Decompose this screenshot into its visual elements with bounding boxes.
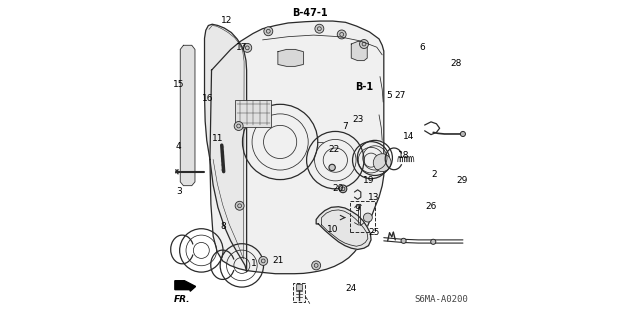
Text: 7: 7 (342, 122, 348, 130)
Text: FR.: FR. (173, 295, 190, 304)
Circle shape (337, 30, 346, 39)
Text: 23: 23 (352, 115, 364, 124)
Text: 28: 28 (451, 59, 462, 68)
Polygon shape (175, 281, 196, 291)
Text: 9: 9 (355, 204, 360, 213)
Text: 14: 14 (403, 132, 414, 141)
Text: 3: 3 (177, 187, 182, 196)
Text: 18: 18 (398, 151, 410, 160)
Circle shape (264, 27, 273, 36)
Polygon shape (278, 49, 303, 66)
Text: 20: 20 (333, 184, 344, 193)
Circle shape (243, 43, 252, 52)
Circle shape (312, 261, 321, 270)
Text: 17: 17 (236, 43, 248, 52)
Text: 12: 12 (221, 16, 232, 25)
Circle shape (364, 213, 372, 222)
Text: 22: 22 (329, 145, 340, 154)
Text: 1: 1 (251, 259, 257, 268)
Text: S6MA-A0200: S6MA-A0200 (414, 295, 468, 304)
Polygon shape (351, 41, 367, 61)
Polygon shape (316, 207, 371, 249)
Text: 25: 25 (368, 228, 380, 237)
Text: B-47-1: B-47-1 (292, 8, 328, 19)
Text: 6: 6 (420, 43, 426, 52)
Bar (296, 284, 302, 290)
Text: 16: 16 (202, 94, 214, 103)
Circle shape (235, 201, 244, 210)
Polygon shape (180, 45, 195, 186)
Bar (236, 100, 271, 127)
Text: 11: 11 (212, 134, 223, 143)
Text: 4: 4 (175, 142, 181, 151)
Text: 19: 19 (363, 176, 374, 185)
Text: 29: 29 (456, 176, 468, 185)
Circle shape (360, 40, 369, 48)
Text: 2: 2 (431, 170, 437, 179)
Text: 26: 26 (426, 202, 436, 211)
Text: 8: 8 (221, 222, 227, 231)
Circle shape (460, 131, 465, 137)
Text: 24: 24 (346, 284, 357, 293)
Polygon shape (210, 21, 384, 274)
Circle shape (315, 24, 324, 33)
Bar (293, 283, 305, 302)
Polygon shape (205, 24, 246, 272)
Text: 15: 15 (173, 80, 185, 89)
Text: 13: 13 (368, 193, 380, 202)
Text: 21: 21 (272, 256, 284, 265)
Text: 27: 27 (395, 91, 406, 100)
Text: 10: 10 (327, 225, 339, 234)
Circle shape (259, 256, 268, 265)
Circle shape (234, 122, 243, 130)
Circle shape (339, 185, 347, 193)
Circle shape (401, 238, 406, 243)
Text: 5: 5 (387, 91, 392, 100)
Circle shape (431, 239, 436, 244)
Text: B-1: B-1 (355, 82, 373, 92)
Circle shape (373, 154, 391, 172)
Circle shape (329, 164, 335, 171)
Bar (350, 201, 375, 232)
